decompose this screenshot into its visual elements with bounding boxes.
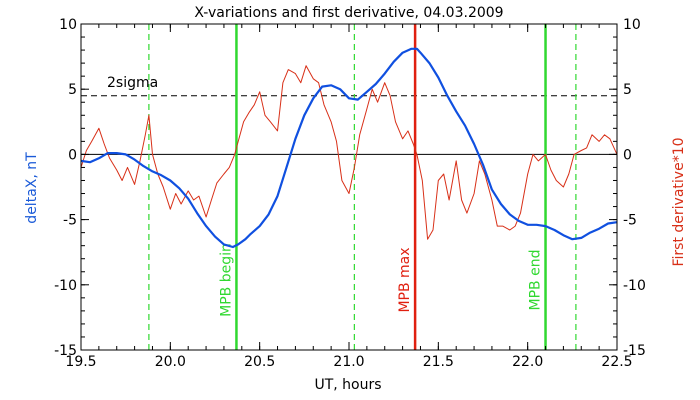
- y-axis-left: -15 -10 -5 0 5 10: [54, 17, 89, 359]
- marker-label-mpb-end: MPB end: [528, 250, 544, 311]
- vertical-markers: MPB begin MPB max MPB end: [148, 24, 577, 350]
- x-tick-label: 21.0: [333, 354, 364, 370]
- y-tick-label-left: 10: [59, 17, 77, 33]
- y-axis-right: -15 -10 -5 0 5 10: [609, 17, 646, 359]
- y-tick-label-right: -5: [623, 213, 637, 229]
- y-tick-label-left: -5: [63, 213, 77, 229]
- marker-label-mpb-begin: MPB begin: [218, 243, 234, 317]
- y-tick-label-left: -15: [54, 343, 77, 359]
- x-tick-label: 22.0: [512, 354, 543, 370]
- x-axis-label: UT, hours: [314, 377, 381, 393]
- series-group: [80, 47, 618, 249]
- y-axis-label-right: First derivative*10: [671, 137, 687, 266]
- y-tick-label-right: -10: [623, 278, 646, 294]
- y-tick-label-right: 0: [623, 147, 632, 163]
- y-tick-label-right: 5: [623, 82, 632, 98]
- reference-lines: [81, 95, 617, 155]
- chart-title: X-variations and first derivative, 04.03…: [194, 5, 503, 21]
- y-tick-label-left: 5: [68, 82, 77, 98]
- x-tick-label: 20.5: [244, 354, 275, 370]
- x-tick-label: 20.0: [155, 354, 186, 370]
- y-axis-label-left: deltaX, nT: [24, 152, 40, 224]
- y-tick-label-right: 10: [623, 17, 641, 33]
- marker-label-mpb-max: MPB max: [397, 247, 413, 312]
- x-tick-label: 22.5: [601, 354, 632, 370]
- y-tick-label-left: 0: [68, 147, 77, 163]
- x-tick-label: 21.5: [423, 354, 454, 370]
- x-tick-label: 19.5: [65, 354, 96, 370]
- y-tick-label-left: -10: [54, 278, 77, 294]
- x-axis: 19.5 20.0 20.5 21.0 21.5 22.0 22.5: [65, 24, 633, 370]
- deltax-line: [80, 47, 618, 249]
- derivative-line: [80, 65, 618, 240]
- y-tick-label-right: -15: [623, 343, 646, 359]
- sigma-label: 2sigma: [107, 75, 158, 91]
